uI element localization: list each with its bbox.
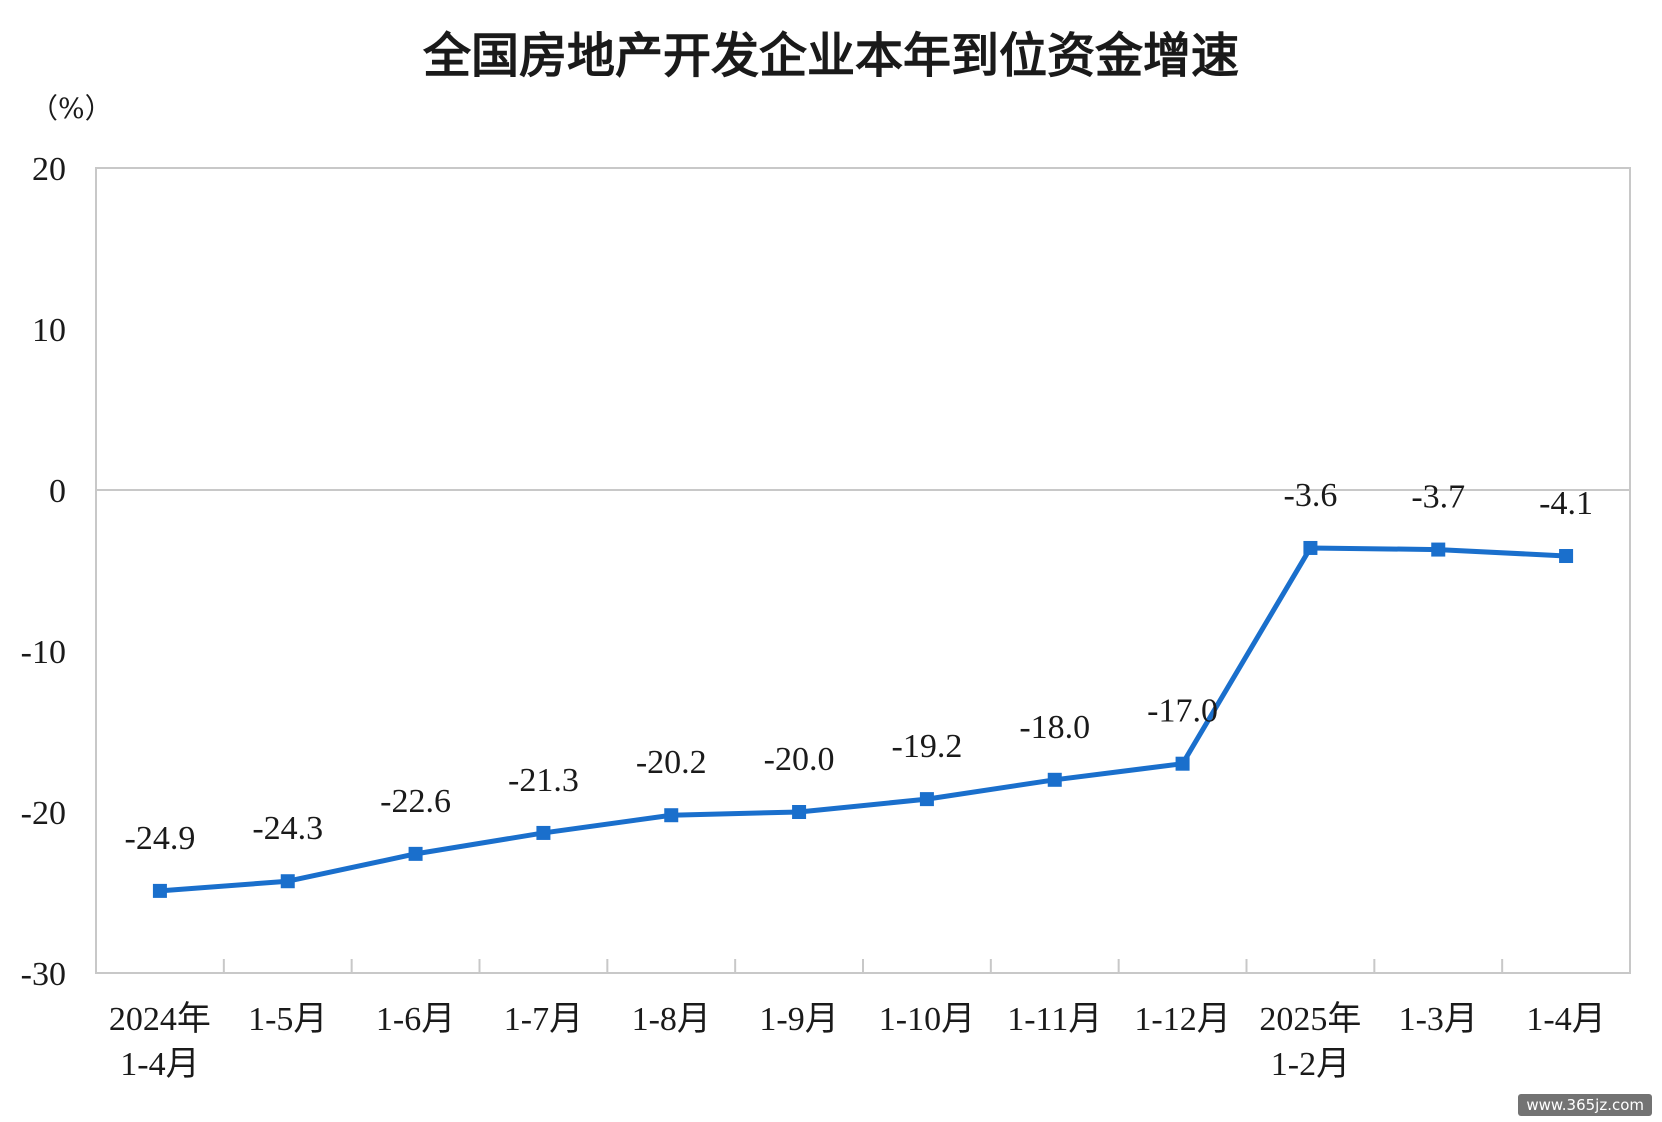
data-point-marker — [1175, 756, 1190, 771]
x-tick-label: 1-3月 — [1399, 1001, 1478, 1038]
x-tick-label: 1-7月 — [504, 1001, 583, 1038]
data-label: -20.2 — [636, 744, 707, 781]
data-label: -21.3 — [508, 762, 579, 799]
data-label: -19.2 — [892, 728, 963, 765]
x-tick-label: 1-2月 — [1271, 1046, 1350, 1083]
x-tick-label: 1-11月 — [1007, 1001, 1102, 1038]
y-tick-label: -10 — [21, 634, 66, 671]
x-axis: 2024年 1-4月 1-5月 1-6月 1-7月 1-8月 1-9月 1-10月 1-11月 1… — [109, 959, 1606, 1083]
chart-title: 全国房地产开发企业本年到位资金增速 — [422, 28, 1239, 84]
x-tick-label: 2024年 — [109, 1000, 211, 1038]
data-label: -20.0 — [764, 741, 835, 778]
data-point-marker — [664, 808, 679, 823]
data-label: -24.3 — [252, 810, 323, 847]
x-tick-label: 2025年 — [1259, 1000, 1361, 1038]
plot-frame — [95, 167, 1631, 974]
y-axis-unit-label: （%） — [30, 92, 113, 125]
y-tick-label: -30 — [21, 956, 66, 993]
data-label: -22.6 — [380, 783, 451, 820]
data-point-marker — [280, 874, 295, 889]
data-point-marker — [1431, 542, 1446, 557]
data-label: -4.1 — [1539, 485, 1593, 522]
x-tick-label: 1-10月 — [879, 1001, 975, 1038]
data-point-marker — [1047, 772, 1062, 787]
y-axis: 20 10 0 -10 -20 -30 — [21, 151, 66, 993]
data-point-marker — [536, 825, 551, 840]
data-point-marker — [919, 792, 934, 807]
series-line-group — [152, 540, 1574, 898]
data-label: -24.9 — [125, 820, 196, 857]
series-line — [157, 545, 1569, 894]
y-tick-label: 10 — [32, 312, 66, 349]
x-tick-label: 1-4月 — [120, 1046, 199, 1083]
x-tick-label: 1-6月 — [376, 1001, 455, 1038]
data-point-marker — [1303, 540, 1318, 555]
x-tick-label: 1-9月 — [759, 1001, 838, 1038]
y-tick-label: 20 — [32, 151, 66, 188]
data-point-marker — [792, 805, 807, 819]
x-tick-label: 1-4月 — [1526, 1001, 1605, 1038]
data-point-marker — [408, 846, 423, 861]
data-point-marker — [1559, 549, 1574, 564]
y-tick-label: 0 — [49, 473, 66, 510]
data-label: -17.0 — [1147, 693, 1218, 730]
data-label-group: -24.9 -24.3 -22.6 -21.3 -20.2 -20.0 -19.2 -18.0… — [125, 477, 1593, 857]
x-tick-label: 1-12月 — [1134, 1001, 1230, 1038]
y-tick-label: -20 — [21, 795, 66, 832]
watermark: www.365jz.com — [1518, 1094, 1652, 1116]
x-tick-label: 1-8月 — [632, 1001, 711, 1038]
x-tick-label: 1-5月 — [248, 1001, 327, 1038]
data-point-marker — [152, 883, 167, 898]
data-label: -18.0 — [1019, 709, 1090, 746]
data-label: -3.7 — [1411, 479, 1465, 516]
data-label: -3.6 — [1284, 477, 1338, 514]
